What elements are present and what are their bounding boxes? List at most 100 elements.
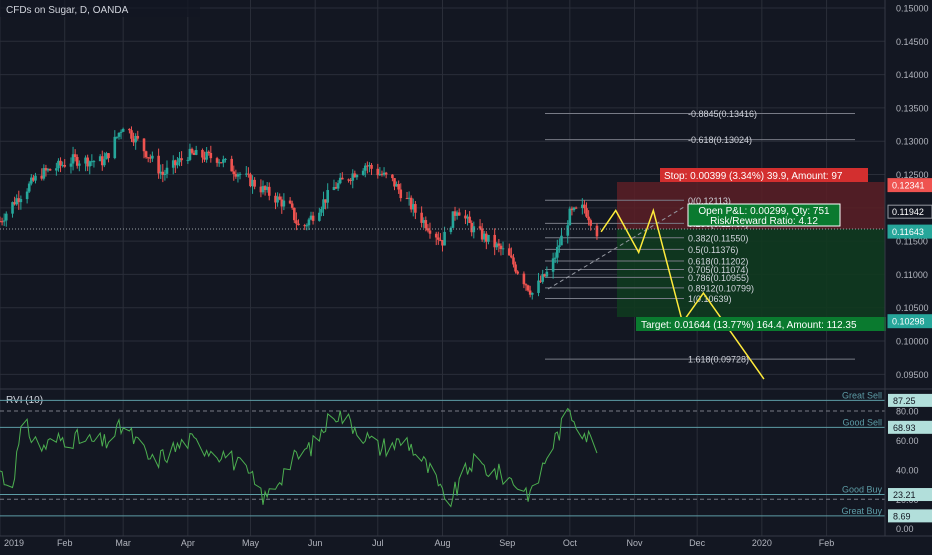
candle[interactable] [399, 183, 403, 202]
candle[interactable] [293, 207, 296, 224]
candle[interactable] [278, 193, 281, 201]
projection-line[interactable] [600, 207, 765, 380]
candle[interactable] [391, 174, 394, 182]
candle[interactable] [25, 188, 29, 204]
candle[interactable] [303, 223, 307, 231]
candle[interactable] [201, 148, 204, 163]
rvi-badge[interactable]: 23.21 [888, 488, 932, 502]
candle[interactable] [205, 146, 208, 163]
candle[interactable] [186, 156, 190, 164]
candle[interactable] [134, 133, 137, 150]
candle[interactable] [98, 154, 102, 162]
candle[interactable] [115, 136, 119, 140]
candle[interactable] [119, 129, 123, 140]
candle[interactable] [510, 247, 513, 259]
candle[interactable] [581, 198, 584, 215]
candle[interactable] [236, 172, 240, 183]
candle[interactable] [232, 165, 236, 181]
candle[interactable] [0, 216, 2, 223]
candle[interactable] [426, 224, 430, 233]
candle[interactable] [90, 154, 94, 166]
candle[interactable] [560, 227, 563, 246]
candle[interactable] [543, 273, 547, 278]
candle[interactable] [142, 137, 146, 159]
candle[interactable] [507, 243, 511, 256]
candle[interactable] [499, 243, 503, 256]
candle[interactable] [530, 292, 534, 300]
candle[interactable] [449, 226, 453, 235]
candle[interactable] [464, 209, 467, 225]
candle[interactable] [171, 155, 175, 175]
candle[interactable] [203, 151, 206, 163]
stop-label-box[interactable] [660, 168, 868, 182]
candle[interactable] [78, 160, 81, 172]
candle[interactable] [30, 174, 33, 186]
candle[interactable] [376, 163, 380, 179]
candle[interactable] [2, 213, 6, 227]
candle[interactable] [526, 284, 530, 292]
candle[interactable] [84, 155, 87, 172]
candle[interactable] [69, 157, 73, 174]
candle[interactable] [46, 167, 50, 173]
candle[interactable] [422, 217, 426, 228]
target-label-box[interactable] [636, 317, 886, 331]
candle[interactable] [48, 168, 52, 171]
candle[interactable] [15, 194, 18, 206]
candle[interactable] [439, 233, 442, 241]
candle[interactable] [355, 173, 359, 180]
candle[interactable] [100, 150, 104, 171]
candle[interactable] [280, 196, 284, 214]
candle[interactable] [40, 168, 44, 181]
candle[interactable] [180, 151, 183, 166]
candle[interactable] [395, 181, 398, 187]
candle[interactable] [384, 171, 388, 179]
candle[interactable] [34, 172, 37, 184]
candle[interactable] [495, 241, 499, 251]
candle[interactable] [368, 162, 371, 173]
candle[interactable] [276, 192, 279, 207]
candle[interactable] [366, 161, 369, 174]
candle[interactable] [44, 164, 48, 177]
candle[interactable] [265, 181, 269, 193]
candle[interactable] [514, 261, 517, 274]
candle[interactable] [42, 164, 46, 181]
candle[interactable] [117, 132, 121, 140]
candle[interactable] [263, 185, 267, 196]
candle[interactable] [144, 150, 148, 159]
candle[interactable] [107, 152, 110, 163]
candle[interactable] [121, 127, 125, 132]
price-badge[interactable]: 0.12341 [887, 178, 932, 193]
candle[interactable] [407, 191, 411, 206]
candle[interactable] [222, 155, 225, 168]
candle[interactable] [59, 157, 62, 173]
candle[interactable] [472, 221, 476, 239]
candle[interactable] [178, 151, 181, 167]
candle[interactable] [55, 162, 58, 176]
candle[interactable] [341, 172, 344, 180]
candle[interactable] [539, 275, 542, 283]
candle[interactable] [274, 192, 277, 210]
candle[interactable] [259, 179, 263, 198]
candle[interactable] [468, 211, 471, 224]
candle[interactable] [57, 158, 60, 172]
candle[interactable] [130, 126, 133, 143]
candle[interactable] [595, 223, 599, 240]
candle[interactable] [324, 199, 327, 210]
candle[interactable] [545, 266, 549, 278]
candle[interactable] [566, 220, 570, 244]
candle[interactable] [17, 190, 21, 210]
candle[interactable] [0, 217, 4, 226]
candle[interactable] [318, 207, 321, 222]
candle[interactable] [589, 218, 592, 231]
candle[interactable] [361, 168, 365, 176]
candle[interactable] [487, 234, 490, 245]
candle[interactable] [572, 206, 576, 212]
candle[interactable] [174, 159, 177, 174]
candle[interactable] [334, 182, 338, 190]
candle[interactable] [163, 169, 167, 181]
candle[interactable] [441, 240, 444, 252]
candle[interactable] [347, 178, 350, 183]
time-axis[interactable]: 2019 Feb Mar Apr May Jun Jul Aug Sep Oct Nov Dec 202… [4, 538, 834, 548]
candle[interactable] [553, 252, 557, 263]
